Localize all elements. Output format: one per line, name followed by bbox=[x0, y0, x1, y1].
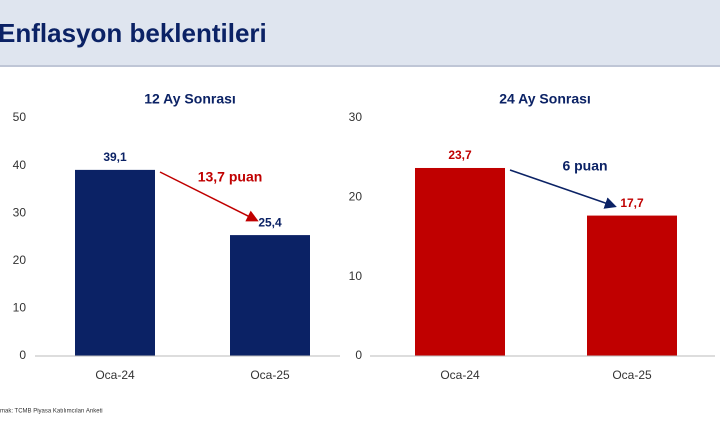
y-tick-label: 20 bbox=[13, 253, 27, 267]
y-tick-label: 10 bbox=[349, 269, 363, 283]
value-label: 39,1 bbox=[103, 150, 127, 164]
y-tick-label: 10 bbox=[13, 301, 27, 315]
bar bbox=[75, 169, 155, 356]
x-tick-label: Oca-25 bbox=[250, 368, 290, 382]
x-tick-label: Oca-25 bbox=[612, 368, 652, 382]
annotation-arrow bbox=[159, 171, 259, 222]
value-label: 25,4 bbox=[258, 215, 282, 229]
y-tick-label: 20 bbox=[349, 190, 363, 204]
chart-title: 24 Ay Sonrası bbox=[499, 91, 591, 107]
header-band bbox=[0, 0, 720, 65]
annotation: 6 puan bbox=[562, 158, 607, 174]
bar bbox=[230, 235, 310, 356]
y-tick-label: 0 bbox=[355, 348, 362, 362]
y-tick-label: 30 bbox=[13, 205, 27, 219]
page-title: Enflasyon beklentileri bbox=[0, 18, 267, 48]
annotation: 13,7 puan bbox=[198, 169, 263, 185]
chart-title: 12 Ay Sonrası bbox=[144, 91, 236, 107]
value-label: 23,7 bbox=[448, 148, 472, 162]
y-tick-label: 0 bbox=[19, 348, 26, 362]
x-tick-label: Oca-24 bbox=[440, 368, 480, 382]
value-label: 17,7 bbox=[620, 196, 644, 210]
bar bbox=[587, 215, 677, 356]
y-tick-label: 50 bbox=[13, 110, 27, 124]
bar bbox=[415, 167, 505, 356]
annotation-arrow bbox=[509, 169, 617, 209]
y-tick-label: 40 bbox=[13, 158, 27, 172]
y-tick-label: 30 bbox=[349, 110, 363, 124]
source-note: mak: TCMB Piyasa Katılımcıları Anketi bbox=[0, 409, 103, 415]
x-tick-label: Oca-24 bbox=[95, 368, 135, 382]
